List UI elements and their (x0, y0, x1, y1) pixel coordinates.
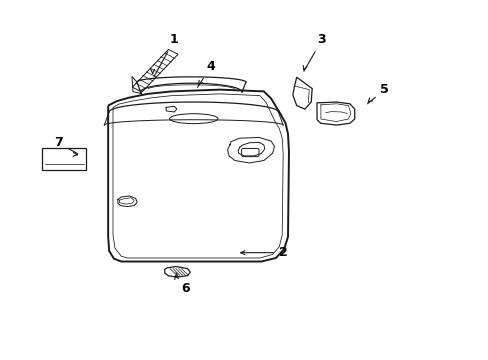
Text: 1: 1 (154, 33, 179, 77)
Text: 7: 7 (54, 136, 78, 154)
Text: 3: 3 (303, 33, 325, 71)
Text: 5: 5 (367, 83, 388, 104)
Text: 4: 4 (197, 60, 215, 87)
Text: 6: 6 (176, 273, 189, 294)
Text: 2: 2 (242, 246, 287, 259)
